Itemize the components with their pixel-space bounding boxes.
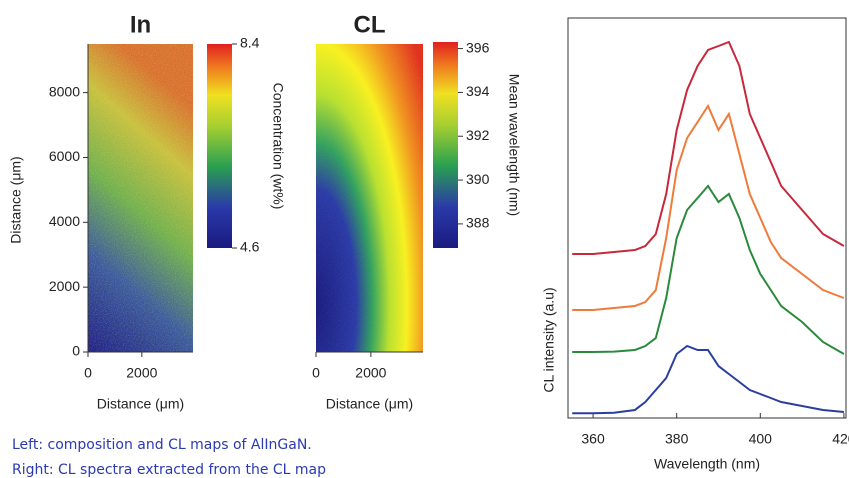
colorbar-tick-label: 388 bbox=[466, 215, 490, 231]
chart-title: CL bbox=[354, 11, 386, 38]
x-tick-label: 2000 bbox=[355, 365, 386, 381]
colorbar-label: Mean wavelength (nm) bbox=[506, 74, 522, 216]
x-axis-label: Distance (μm) bbox=[97, 396, 184, 412]
colorbar-tick-label: 4.6 bbox=[240, 239, 260, 255]
y-axis-label: CL intensity (a.u) bbox=[541, 287, 557, 392]
colorbar-tick-label: 392 bbox=[466, 127, 490, 143]
spectrum-line bbox=[572, 103, 845, 311]
colorbar-tick-label: 8.4 bbox=[240, 35, 260, 51]
colorbar-label: Concentration (wt%) bbox=[270, 83, 286, 210]
y-tick-label: 2000 bbox=[49, 278, 80, 294]
y-tick-label: 4000 bbox=[49, 213, 80, 229]
map-noise bbox=[88, 44, 193, 352]
colorbar bbox=[207, 44, 232, 248]
caption: Left: composition and CL maps of AlInGaN… bbox=[12, 437, 312, 453]
y-tick-label: 6000 bbox=[49, 148, 80, 164]
x-tick-label: 0 bbox=[312, 365, 320, 381]
x-tick-label: 400 bbox=[749, 431, 773, 447]
spectrum-line bbox=[572, 344, 844, 415]
spectrum-line bbox=[572, 40, 845, 255]
plot-frame bbox=[567, 17, 847, 419]
x-tick-label: 420 bbox=[832, 431, 849, 447]
colorbar-tick-label: 396 bbox=[466, 39, 490, 55]
chart-title: In bbox=[130, 11, 151, 38]
caption: Right: CL spectra extracted from the CL … bbox=[12, 462, 326, 478]
colorbar-tick-label: 394 bbox=[466, 83, 490, 99]
y-tick-label: 0 bbox=[72, 343, 80, 359]
x-tick-label: 360 bbox=[581, 431, 605, 447]
spectrum-line bbox=[572, 184, 845, 355]
colorbar-tick-label: 390 bbox=[466, 171, 490, 187]
x-tick-label: 0 bbox=[84, 365, 92, 381]
x-tick-label: 2000 bbox=[126, 365, 157, 381]
colorbar bbox=[433, 42, 458, 248]
map-noise bbox=[316, 44, 423, 352]
y-tick-label: 8000 bbox=[49, 83, 80, 99]
x-tick-label: 380 bbox=[665, 431, 689, 447]
x-axis-label: Wavelength (nm) bbox=[654, 456, 760, 472]
x-axis-label: Distance (μm) bbox=[326, 396, 413, 412]
y-axis-label: Distance (μm) bbox=[8, 156, 24, 243]
